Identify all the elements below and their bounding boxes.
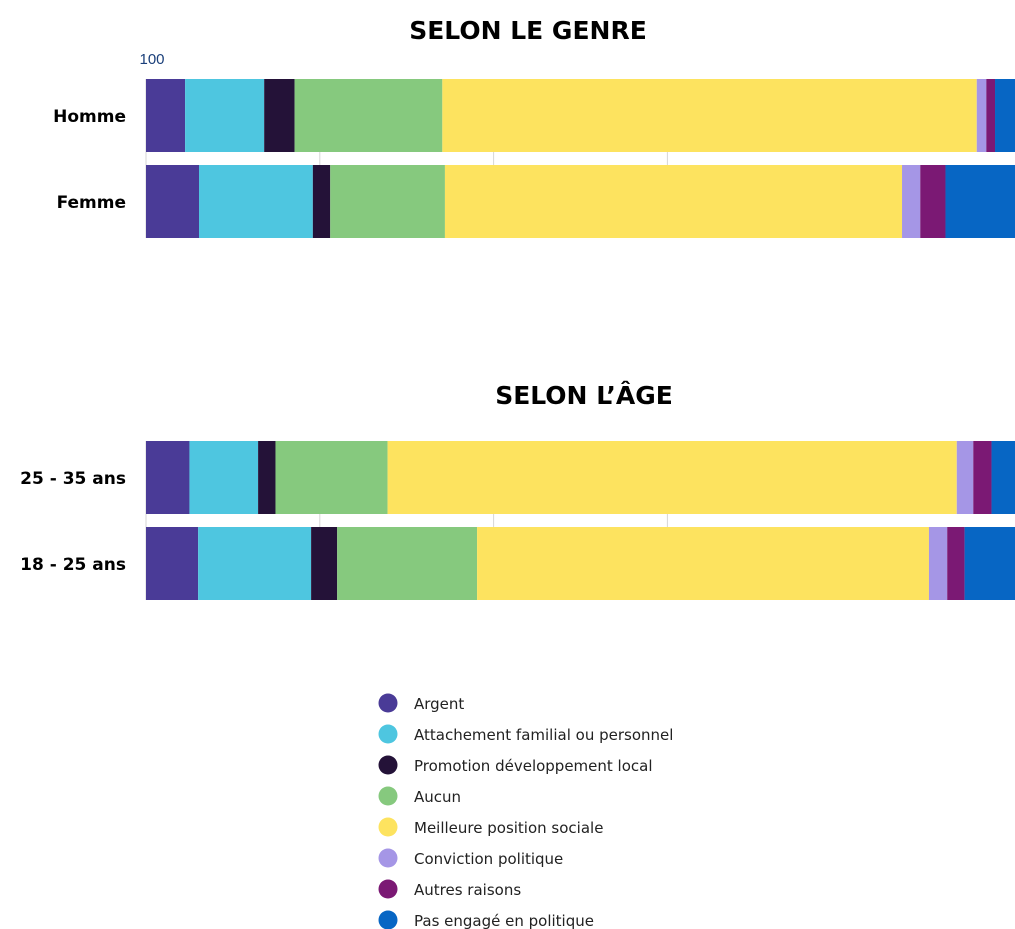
bar-segment <box>902 165 921 238</box>
legend: Argent Attachement familial ou personnel… <box>378 693 673 929</box>
legend-item: Aucun <box>378 786 461 806</box>
chart-title-genre: SELON LE GENRE <box>409 16 647 45</box>
bar-segment <box>189 441 259 514</box>
bar-segment <box>258 441 276 514</box>
legend-item: Pas engagé en politique <box>378 910 594 929</box>
category-label-homme: Homme <box>53 107 126 127</box>
bar-segment <box>185 79 265 152</box>
legend-label: Promotion développement local <box>414 757 653 775</box>
category-label-18-25: 18 - 25 ans <box>20 555 126 575</box>
bar-segment <box>146 165 200 238</box>
chart-title-age: SELON L’ÂGE <box>495 381 673 410</box>
bar-segment <box>973 441 992 514</box>
bar-segment <box>264 79 295 152</box>
legend-label: Autres raisons <box>414 881 521 899</box>
bar-segment <box>311 527 338 600</box>
bar-segment <box>294 79 443 152</box>
category-label-25-35: 25 - 35 ans <box>20 469 126 489</box>
bar-segment <box>146 441 190 514</box>
legend-swatch-icon <box>378 910 398 929</box>
legend-label: Conviction politique <box>414 850 563 868</box>
legend-label: Argent <box>414 695 464 713</box>
legend-swatch-icon <box>378 724 398 744</box>
bar-segment <box>198 527 312 600</box>
legend-swatch-icon <box>378 879 398 899</box>
bar-segment <box>337 527 478 600</box>
bar-segment <box>945 165 1015 238</box>
bar-segment <box>444 165 903 238</box>
bar-segment <box>146 527 199 600</box>
bar-segment <box>976 79 987 152</box>
bar-segment <box>920 165 946 238</box>
legend-swatch-icon <box>378 755 398 775</box>
legend-item: Meilleure position sociale <box>378 817 603 837</box>
legend-label: Attachement familial ou personnel <box>414 726 673 744</box>
bar-segment <box>387 441 957 514</box>
bar-segment <box>199 165 313 238</box>
legend-swatch-icon <box>378 848 398 868</box>
bar-segment <box>146 79 186 152</box>
legend-item: Conviction politique <box>378 848 563 868</box>
legend-item: Argent <box>378 693 464 713</box>
bar-segment <box>312 165 331 238</box>
bar-segment <box>330 165 445 238</box>
bar-segment <box>442 79 977 152</box>
x-tick-label-100: 100 <box>139 51 164 68</box>
bar-segment <box>986 79 996 152</box>
bar-segment <box>964 527 1015 600</box>
legend-item: Promotion développement local <box>378 755 653 775</box>
bars-age <box>146 441 1015 600</box>
legend-label: Meilleure position sociale <box>414 819 603 837</box>
legend-label: Pas engagé en politique <box>414 912 594 929</box>
bar-segment <box>477 527 929 600</box>
legend-swatch-icon <box>378 786 398 806</box>
bar-segment <box>947 527 965 600</box>
legend-label: Aucun <box>414 788 461 806</box>
legend-swatch-icon <box>378 693 398 713</box>
category-label-femme: Femme <box>57 193 126 213</box>
legend-swatch-icon <box>378 817 398 837</box>
bar-segment <box>956 441 974 514</box>
bar-segment <box>995 79 1015 152</box>
bar-segment <box>928 527 948 600</box>
bar-segment <box>275 441 388 514</box>
legend-item: Autres raisons <box>378 879 521 899</box>
bar-segment <box>991 441 1015 514</box>
legend-item: Attachement familial ou personnel <box>378 724 673 744</box>
bars-genre <box>146 79 1015 238</box>
